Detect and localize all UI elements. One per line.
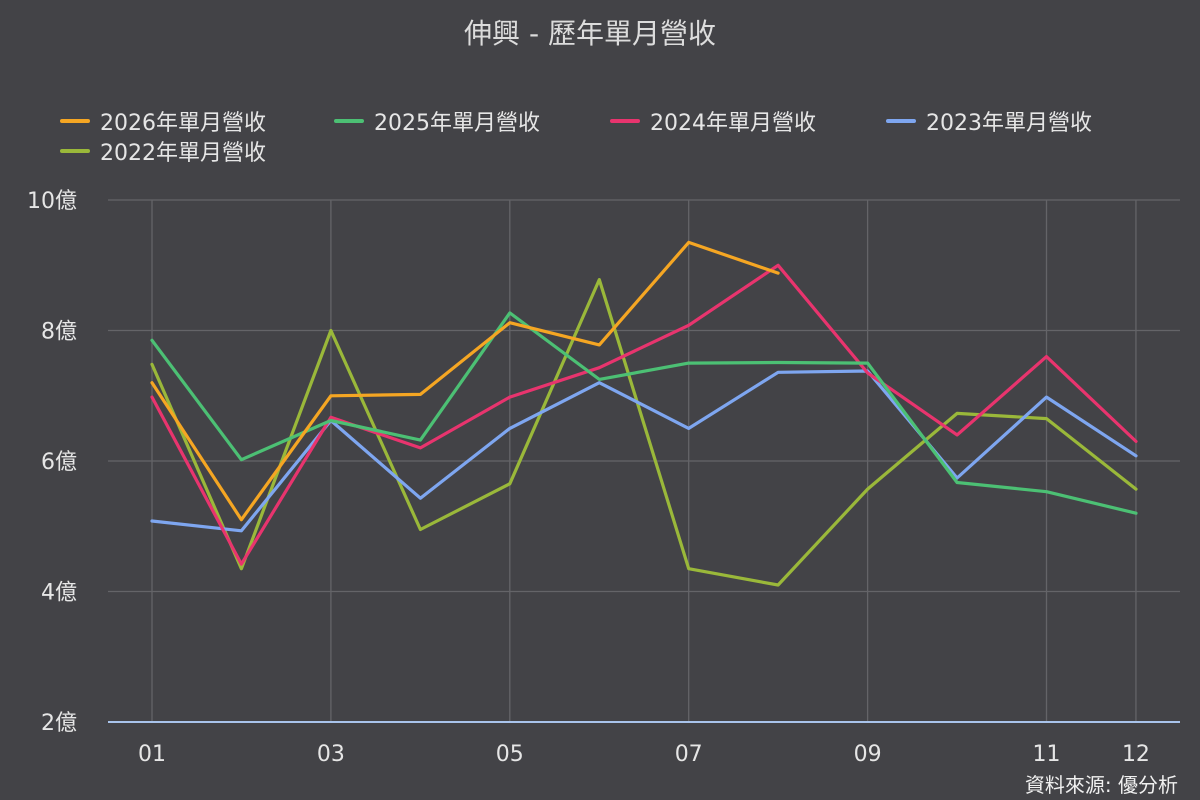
- grid-layer: [108, 199, 1180, 722]
- series-line-2022年單月營收[interactable]: [150, 278, 1138, 587]
- axis-layer: 2億 4億 6億 8億 10億 01 03 05 07 09 11 12: [27, 189, 1180, 767]
- legend-swatch-2024: [610, 119, 640, 123]
- series-line-2026年單月營收[interactable]: [150, 240, 780, 522]
- legend-item-2025[interactable]: 2025年單月營收: [334, 106, 540, 136]
- legend-item-2026[interactable]: 2026年單月營收: [60, 106, 266, 136]
- legend-label-2025: 2025年單月營收: [374, 111, 540, 136]
- x-tick-label: 07: [675, 742, 703, 767]
- legend-label-2022: 2022年單月營收: [100, 141, 266, 166]
- x-tick-label: 12: [1122, 742, 1150, 767]
- y-tick-label: 8億: [41, 320, 77, 345]
- series-line-2025年單月營收[interactable]: [150, 311, 1138, 515]
- legend-item-2022[interactable]: 2022年單月營收: [60, 136, 266, 166]
- legend-swatch-2026: [60, 119, 90, 123]
- source-note: 資料來源: 優分析: [1024, 773, 1178, 797]
- legend-item-2024[interactable]: 2024年單月營收: [610, 106, 816, 136]
- y-tick-label: 4億: [41, 581, 77, 606]
- x-tick-label: 03: [317, 742, 345, 767]
- legend-label-2026: 2026年單月營收: [100, 111, 266, 136]
- x-tick-label: 11: [1033, 742, 1061, 767]
- series-line-2024年單月營收[interactable]: [150, 263, 1138, 566]
- y-tick-label: 10億: [27, 189, 77, 214]
- x-tick-label: 05: [496, 742, 524, 767]
- legend-label-2023: 2023年單月營收: [926, 111, 1092, 136]
- legend-swatch-2022: [60, 149, 90, 153]
- chart-title: 伸興 - 歷年單月營收: [464, 17, 716, 50]
- legend-item-2023[interactable]: 2023年單月營收: [886, 106, 1092, 136]
- y-tick-label: 2億: [41, 711, 77, 736]
- series-line-2023年單月營收[interactable]: [150, 369, 1138, 533]
- legend-swatch-2025: [334, 119, 364, 123]
- x-tick-label: 09: [854, 742, 882, 767]
- series-layer: [150, 240, 1138, 587]
- legend-label-2024: 2024年單月營收: [650, 111, 816, 136]
- y-tick-label: 6億: [41, 450, 77, 475]
- legend-swatch-2023: [886, 119, 916, 123]
- x-tick-label: 01: [138, 742, 166, 767]
